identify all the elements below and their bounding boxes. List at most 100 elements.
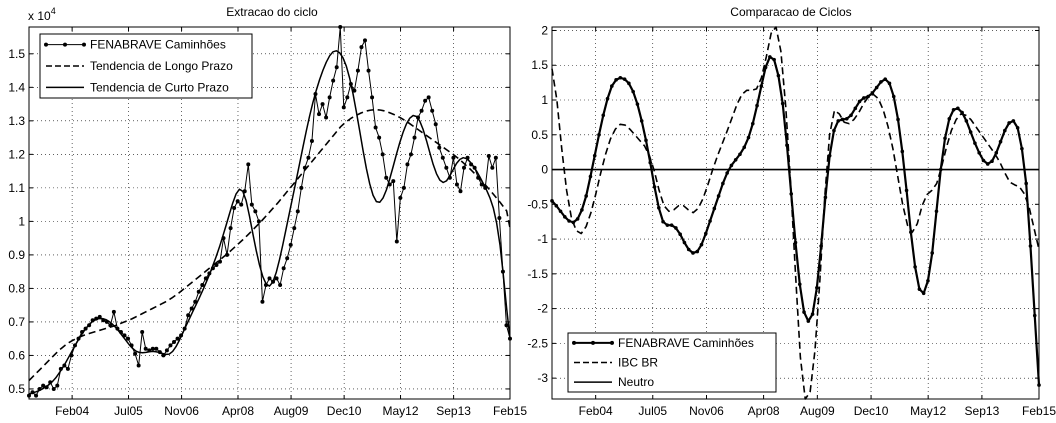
data-point: [249, 202, 254, 207]
data-point: [981, 158, 986, 163]
data-point: [627, 81, 631, 86]
data-point: [605, 96, 610, 101]
data-point: [377, 135, 382, 140]
series-group: [550, 26, 1041, 400]
x-tick-label: Sep13: [436, 404, 471, 418]
data-point: [150, 346, 155, 351]
data-point: [610, 84, 614, 88]
data-point: [896, 117, 900, 122]
data-point: [172, 340, 177, 345]
x-tick-label: Jul05: [114, 404, 143, 418]
data-point: [622, 77, 627, 81]
data-point: [267, 276, 272, 281]
data-point: [729, 163, 734, 168]
data-point: [430, 108, 435, 113]
data-point: [695, 249, 700, 254]
data-point: [1024, 181, 1028, 186]
data-point: [278, 283, 283, 288]
data-point: [260, 299, 265, 304]
data-point: [486, 154, 491, 159]
series-line: [28, 108, 511, 382]
y-tick-label: -2.5: [527, 336, 548, 350]
data-point: [362, 38, 367, 43]
data-point: [973, 141, 977, 145]
x-tick-label: Apr08: [748, 404, 780, 418]
data-point: [635, 102, 640, 106]
y-tick-label: 1: [541, 93, 548, 107]
data-point: [686, 247, 691, 252]
data-point: [1003, 128, 1007, 133]
series-solid: [28, 50, 511, 395]
data-point: [41, 383, 46, 388]
y-tick-label: 1.5: [8, 47, 25, 61]
data-point: [575, 217, 580, 221]
data-point: [164, 348, 169, 353]
data-point: [327, 95, 332, 100]
data-point: [1015, 126, 1020, 130]
data-point: [359, 45, 364, 50]
data-point: [352, 88, 357, 93]
chart-extracao-do-ciclo: Extracao do ciclo x 104 0.5 0.6 0.7 0.8 0.9 1…: [8, 5, 527, 418]
x-tick-label: Dec10: [854, 404, 889, 418]
data-point: [1028, 244, 1033, 248]
x-tick-label: Feb15: [493, 404, 527, 418]
legend: FENABRAVE Caminhões Tendencia de Longo Pr…: [39, 33, 253, 99]
legend-marker: [82, 42, 86, 47]
legend-marker: [610, 340, 614, 345]
data-point: [733, 158, 738, 162]
data-point: [143, 346, 148, 351]
data-point: [832, 128, 836, 133]
x-tick-label: May12: [910, 404, 946, 418]
legend-marker: [572, 340, 576, 345]
data-point: [665, 223, 670, 227]
x-tick-label: Feb04: [55, 404, 89, 418]
data-point: [200, 283, 205, 288]
data-point: [750, 121, 755, 126]
data-point: [133, 351, 138, 356]
data-point: [891, 94, 896, 99]
data-point: [246, 162, 251, 167]
data-point: [759, 84, 764, 88]
data-point: [755, 103, 759, 108]
data-point: [554, 203, 559, 208]
data-point: [1032, 313, 1037, 318]
data-point: [458, 189, 463, 194]
data-point: [228, 226, 233, 231]
data-point: [913, 265, 917, 269]
axis-ticks: 0.5 0.6 0.7 0.8 0.9 1 1.1 1.2 1.3 1.4 1.5 Feb04 Jul0…: [8, 27, 527, 418]
data-point: [338, 25, 343, 29]
series-line: [551, 26, 1040, 400]
data-point: [746, 135, 751, 140]
data-point: [836, 119, 841, 123]
data-point: [827, 153, 832, 158]
data-point: [780, 101, 785, 106]
chart-title: Comparacao de Ciclos: [730, 5, 851, 19]
data-point: [716, 194, 721, 198]
y-tick-label: -1: [537, 232, 548, 246]
data-point: [883, 77, 888, 81]
data-point: [631, 89, 635, 94]
y-tick-label: 1.1: [8, 181, 25, 195]
data-point: [299, 185, 304, 190]
data-point: [742, 145, 747, 150]
data-point: [703, 231, 708, 236]
data-point: [140, 329, 145, 334]
chart-comparacao-de-ciclos: Comparacao de Ciclos -3 -2.5 -2 -1.5 -1 -0.5 0…: [527, 5, 1056, 418]
data-point: [597, 132, 601, 137]
data-point: [27, 393, 31, 398]
data-point: [51, 386, 56, 391]
y-tick-label: -0.5: [527, 197, 548, 211]
data-point: [904, 188, 909, 193]
series-line: [28, 50, 511, 395]
legend-label: Neutro: [618, 375, 654, 389]
data-point: [558, 209, 563, 214]
data-point: [440, 155, 445, 160]
data-point: [588, 174, 593, 179]
data-point: [232, 205, 237, 210]
data-point: [849, 113, 853, 118]
y-exponent-label: x 104: [28, 6, 56, 23]
data-point: [423, 98, 428, 103]
y-tick-label: -1.5: [527, 267, 548, 281]
x-tick-label: Sep13: [965, 404, 1000, 418]
y-tick-label: 1.5: [531, 58, 548, 72]
